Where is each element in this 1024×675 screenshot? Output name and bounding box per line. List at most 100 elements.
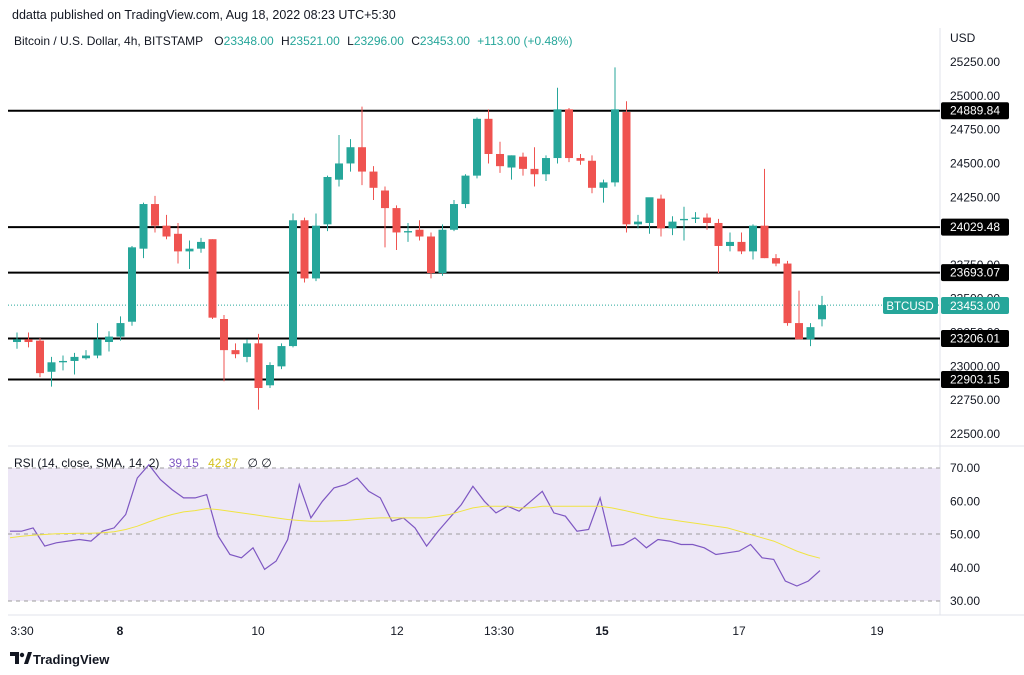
candle xyxy=(645,197,654,234)
candle xyxy=(760,168,769,259)
rsi-tick-label: 40.00 xyxy=(950,561,980,575)
candle-body xyxy=(312,225,320,279)
branding-text: TradingView xyxy=(33,652,110,667)
time-tick-label: 12 xyxy=(390,624,404,638)
candle-body xyxy=(392,208,401,233)
tradingview-logo: TradingView xyxy=(10,652,110,667)
candle xyxy=(622,101,631,233)
candle xyxy=(266,362,274,389)
candle-body xyxy=(323,176,332,225)
candle-body xyxy=(300,220,309,279)
level-price-tags: 24889.84 24029.48 23693.07 23206.01 22903.15 xyxy=(941,102,1009,388)
candle xyxy=(312,213,320,282)
candle-body xyxy=(668,221,677,229)
level-tag-label: 23693.07 xyxy=(950,266,1000,280)
candle-body xyxy=(657,198,665,229)
candle-body xyxy=(220,319,228,351)
candle-body xyxy=(404,231,412,233)
candle-body xyxy=(415,229,424,237)
candle xyxy=(565,107,573,163)
rsi-legend[interactable]: RSI (14, close, SMA, 14, 2) 39.15 42.87 … xyxy=(14,456,272,470)
candle-body xyxy=(507,155,516,168)
candle xyxy=(599,179,608,203)
candle xyxy=(82,350,90,360)
candle xyxy=(450,199,458,232)
candle xyxy=(93,323,102,359)
price-tick-label: 22500.00 xyxy=(950,427,1000,441)
candle-body xyxy=(473,118,481,176)
candle-body xyxy=(565,109,573,159)
rsi-tick-label: 50.00 xyxy=(950,528,980,542)
legend-symbol: Bitcoin / U.S. Dollar, 4h, BITSTAMP xyxy=(14,34,203,48)
candle xyxy=(611,67,619,187)
candle xyxy=(254,333,263,410)
legend-c-value: 23453.00 xyxy=(420,34,470,48)
candle-body xyxy=(162,225,171,237)
legend-change: +113.00 (+0.48%) xyxy=(477,34,572,48)
legend-h-value: 23521.00 xyxy=(290,34,340,48)
candle xyxy=(542,155,550,182)
candle-body xyxy=(691,217,700,219)
candle xyxy=(668,216,677,236)
candle-body xyxy=(737,241,746,252)
candle-body xyxy=(70,356,79,361)
candle-body xyxy=(634,221,642,225)
candle xyxy=(231,343,240,359)
level-tag-label: 23206.01 xyxy=(950,331,1000,345)
candle-body xyxy=(266,365,274,386)
candle-body xyxy=(346,147,355,164)
candle xyxy=(335,135,343,187)
main-legend[interactable]: Bitcoin / U.S. Dollar, 4h, BITSTAMP O233… xyxy=(14,34,572,48)
candle xyxy=(243,339,251,363)
candle xyxy=(151,195,159,233)
candle-body xyxy=(47,362,56,372)
candle-body xyxy=(277,346,286,367)
candle-body xyxy=(438,229,447,274)
candle xyxy=(806,323,815,347)
candle-body xyxy=(588,160,596,188)
candle-body xyxy=(36,340,44,374)
candle xyxy=(13,332,21,349)
last-price-symbol: BTCUSD xyxy=(886,301,933,313)
candle-body xyxy=(760,225,769,259)
candle-body xyxy=(680,218,688,221)
candle xyxy=(24,332,33,348)
candle-body xyxy=(254,343,263,389)
candle xyxy=(197,237,205,253)
candle-body xyxy=(772,258,780,264)
candle-body xyxy=(542,158,550,175)
candle-body xyxy=(243,343,251,357)
candle-body xyxy=(197,241,205,249)
candle-body xyxy=(622,112,631,225)
candle xyxy=(392,205,401,251)
candle xyxy=(588,155,596,194)
candle xyxy=(415,220,424,241)
candle-body xyxy=(783,263,792,324)
candle xyxy=(461,174,470,209)
candles xyxy=(13,67,826,410)
last-price-value-bg xyxy=(941,297,1009,314)
rsi-legend-sma: 42.87 xyxy=(208,456,238,470)
price-tick-label: 25000.00 xyxy=(950,89,1000,103)
rsi-tick-label: 70.00 xyxy=(950,461,980,475)
level-tag-bg xyxy=(941,102,1009,120)
candle xyxy=(818,295,826,327)
candle xyxy=(36,337,44,378)
rsi-tick-label: 30.00 xyxy=(950,594,980,608)
candle xyxy=(105,331,113,352)
candle-body xyxy=(13,339,21,343)
candle xyxy=(139,202,148,259)
level-tag-label: 24029.48 xyxy=(950,220,1000,234)
candle-body xyxy=(427,236,435,274)
time-axis[interactable]: 3:30 8 10 12 13:30 15 17 19 xyxy=(10,624,884,638)
candle xyxy=(277,343,286,370)
horizontal-levels[interactable] xyxy=(8,109,940,381)
rsi-axis[interactable]: 70.00 60.00 50.00 40.00 30.00 xyxy=(950,461,980,608)
candle xyxy=(174,222,182,264)
candle xyxy=(484,109,493,164)
rsi-legend-value: 39.15 xyxy=(169,456,199,470)
candle-body xyxy=(93,339,102,356)
time-tick-label: 10 xyxy=(251,624,265,638)
candle xyxy=(346,139,355,172)
